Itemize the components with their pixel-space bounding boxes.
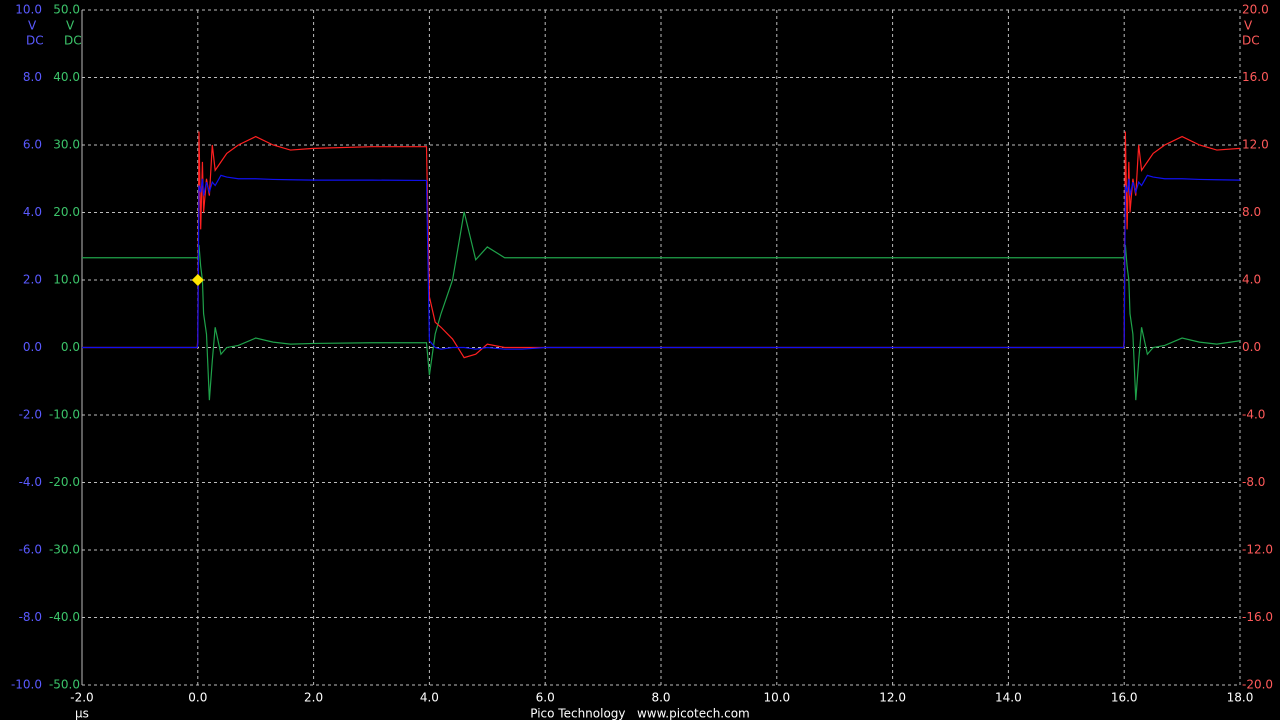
axis-coupling: DC <box>26 34 44 48</box>
y-tick-label: -20.0 <box>1242 678 1273 692</box>
y-tick-label: 50.0 <box>53 3 80 17</box>
y-tick-label: -4.0 <box>1242 408 1265 422</box>
x-tick-label: 8.0 <box>651 691 670 705</box>
y-tick-label: -16.0 <box>1242 610 1273 624</box>
x-tick-label: 14.0 <box>995 691 1022 705</box>
y-tick-label: -12.0 <box>1242 543 1273 557</box>
y-tick-label: 2.0 <box>23 273 42 287</box>
y-tick-label: -2.0 <box>19 408 42 422</box>
x-tick-label: -2.0 <box>70 691 93 705</box>
trace <box>82 131 1241 359</box>
trigger-marker <box>191 274 204 286</box>
y-tick-label: 10.0 <box>15 3 42 17</box>
y-tick-label: 8.0 <box>1242 205 1261 219</box>
trace <box>82 211 1241 401</box>
axis-unit: V <box>1244 19 1253 33</box>
y-tick-label: -8.0 <box>1242 475 1265 489</box>
y-tick-label: -10.0 <box>49 408 80 422</box>
trace <box>82 174 1241 350</box>
y-tick-label: -8.0 <box>19 610 42 624</box>
y-tick-label: -30.0 <box>49 543 80 557</box>
x-tick-label: 10.0 <box>763 691 790 705</box>
axis-unit: V <box>66 19 75 33</box>
y-tick-label: 30.0 <box>53 138 80 152</box>
footer: Pico Technology www.picotech.com <box>530 707 750 720</box>
x-tick-label: 12.0 <box>879 691 906 705</box>
x-tick-label: 2.0 <box>304 691 323 705</box>
axis-coupling: DC <box>1242 34 1260 48</box>
x-tick-label: 4.0 <box>420 691 439 705</box>
y-tick-label: 0.0 <box>23 340 42 354</box>
y-tick-label: -10.0 <box>11 678 42 692</box>
y-tick-label: -50.0 <box>49 678 80 692</box>
y-tick-label: 0.0 <box>1242 340 1261 354</box>
y-tick-label: -20.0 <box>49 475 80 489</box>
x-tick-label: 18.0 <box>1227 691 1254 705</box>
y-tick-label: 4.0 <box>23 205 42 219</box>
x-tick-label: 6.0 <box>536 691 555 705</box>
y-tick-label: -40.0 <box>49 610 80 624</box>
y-tick-label: 20.0 <box>1242 3 1269 17</box>
axis-coupling: DC <box>64 34 82 48</box>
x-unit: µs <box>75 707 89 720</box>
y-tick-label: 12.0 <box>1242 138 1269 152</box>
y-tick-label: 4.0 <box>1242 273 1261 287</box>
y-tick-label: 10.0 <box>53 273 80 287</box>
plot-frame <box>81 9 1241 686</box>
y-tick-label: -6.0 <box>19 543 42 557</box>
y-tick-label: 40.0 <box>53 70 80 84</box>
axis-unit: V <box>28 19 37 33</box>
y-tick-label: 20.0 <box>53 205 80 219</box>
x-tick-label: 16.0 <box>1111 691 1138 705</box>
y-tick-label: 8.0 <box>23 70 42 84</box>
y-tick-label: 0.0 <box>61 340 80 354</box>
y-tick-label: 16.0 <box>1242 70 1269 84</box>
y-tick-label: 6.0 <box>23 138 42 152</box>
x-tick-label: 0.0 <box>188 691 207 705</box>
y-tick-label: -4.0 <box>19 475 42 489</box>
